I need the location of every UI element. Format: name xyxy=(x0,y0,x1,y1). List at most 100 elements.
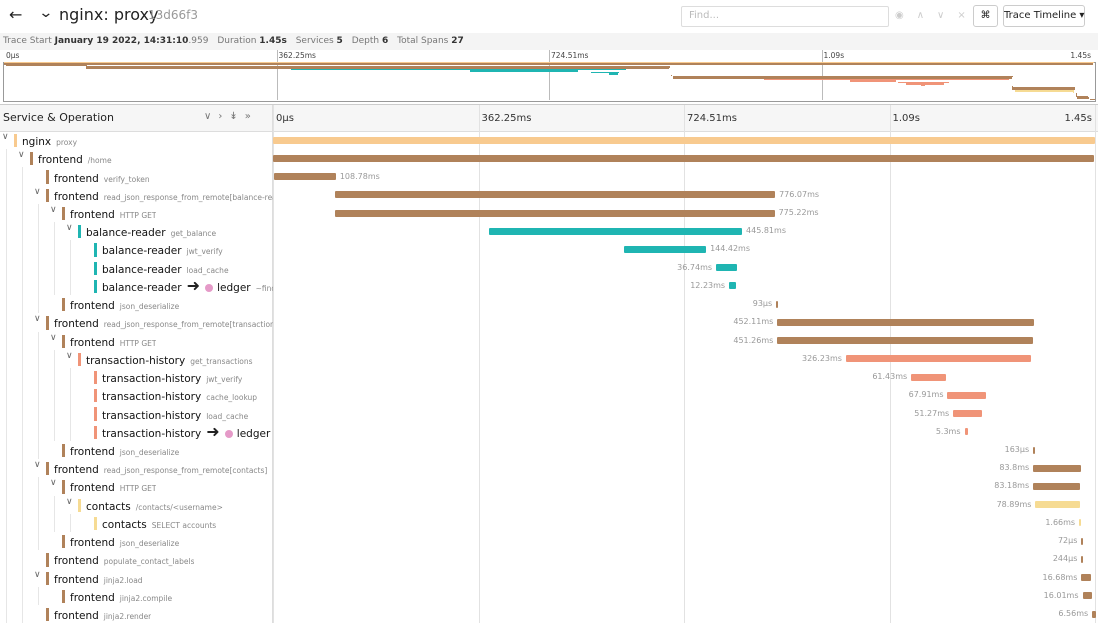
expand-toggle[interactable]: ∨ xyxy=(66,350,73,361)
span-bar[interactable] xyxy=(624,245,707,253)
tree-guide xyxy=(38,258,39,277)
span-label[interactable]: frontend populate_contact_labels xyxy=(54,552,194,569)
collapse-button[interactable]: ⌄ xyxy=(38,5,54,21)
expand-toggle[interactable]: ∨ xyxy=(18,150,25,161)
span-bar[interactable] xyxy=(274,173,336,181)
span-label[interactable]: balance-reader ➜ ledger ~find_balance xyxy=(102,279,273,296)
tree-guide xyxy=(38,513,39,533)
span-label[interactable]: frontend json_deserialize xyxy=(70,534,179,551)
info-value: 27 xyxy=(451,36,464,46)
service-color xyxy=(46,553,49,567)
minimap-span xyxy=(850,80,897,82)
minimap-tick-label: 724.51ms xyxy=(551,51,589,60)
service-name: frontend xyxy=(54,464,99,477)
span-bar[interactable] xyxy=(716,264,737,272)
tree-guide xyxy=(6,240,7,259)
expand-toggle[interactable]: ∨ xyxy=(66,223,73,234)
span-bar[interactable] xyxy=(1081,555,1083,563)
span-label[interactable]: contacts/contacts/<username> xyxy=(86,498,223,515)
operation-name: load_cache xyxy=(206,411,249,421)
span-label[interactable]: frontend jinja2.load xyxy=(54,571,143,588)
span-bar[interactable] xyxy=(776,300,778,308)
tree-guide xyxy=(6,185,7,204)
span-bar[interactable] xyxy=(845,355,1031,363)
expand-toggle[interactable]: ∨ xyxy=(34,569,41,580)
span-label[interactable]: frontend HTTP GET xyxy=(70,479,156,496)
span-bar[interactable] xyxy=(1033,446,1035,454)
tree-guide xyxy=(6,331,7,350)
info-value: January 19 2022, 14:31:10 xyxy=(54,36,189,46)
span-label[interactable]: contacts SELECT accounts xyxy=(102,516,216,533)
trace-id: 13d66f3 xyxy=(148,8,199,22)
span-bar[interactable] xyxy=(1081,537,1083,545)
span-label[interactable]: frontend jinja2.render xyxy=(54,607,151,623)
span-label[interactable]: frontend/home xyxy=(38,151,112,168)
span-bar[interactable] xyxy=(729,282,737,290)
span-label[interactable]: balance-reader load_cache xyxy=(102,261,229,278)
span-bar[interactable] xyxy=(947,391,986,399)
expand-toggle[interactable]: ∨ xyxy=(2,132,9,143)
span-bar[interactable] xyxy=(777,337,1034,345)
minimap[interactable]: 0μs 362.25ms 724.51ms 1.09s 1.45s xyxy=(0,50,1098,105)
find-input[interactable]: Find... xyxy=(681,6,889,27)
tree-guide xyxy=(6,167,7,186)
span-label[interactable]: frontend read_json_response_from_remote[b… xyxy=(54,188,273,205)
tree-guide xyxy=(6,495,7,514)
span-label[interactable]: transaction-history get_transactions xyxy=(86,352,253,369)
duration-label: 83.8ms xyxy=(999,463,1030,473)
span-label[interactable]: frontend read_json_response_from_remote[t… xyxy=(54,315,273,332)
span-label[interactable]: transaction-history jwt_verify xyxy=(102,370,242,387)
back-button[interactable]: ← xyxy=(9,5,23,24)
view-dropdown[interactable]: Trace Timeline ▾ xyxy=(1003,5,1085,27)
span-bar[interactable] xyxy=(1081,574,1091,582)
minimap-span xyxy=(1015,90,1075,92)
span-bar[interactable] xyxy=(273,136,1095,144)
duration-label: 6.56ms xyxy=(1058,609,1089,619)
expand-controls[interactable]: ∨›↡» xyxy=(204,111,258,122)
expand-toggle[interactable]: ∨ xyxy=(50,478,57,489)
span-bar[interactable] xyxy=(964,428,968,436)
span-label[interactable]: frontend HTTP GET xyxy=(70,206,156,223)
span-bar[interactable] xyxy=(1082,592,1092,600)
span-bar[interactable] xyxy=(1079,519,1081,527)
span-label[interactable]: frontend HTTP GET xyxy=(70,334,156,351)
shortcut-button[interactable]: ⌘ xyxy=(973,5,998,27)
expand-toggle[interactable]: ∨ xyxy=(34,186,41,197)
span-bar[interactable] xyxy=(953,410,983,418)
span-label[interactable]: nginx proxy xyxy=(22,133,77,150)
span-bar[interactable] xyxy=(1033,464,1081,472)
service-name: frontend xyxy=(70,446,115,459)
span-label[interactable]: frontend jinja2.compile xyxy=(70,589,172,606)
span-label[interactable]: balance-reader jwt_verify xyxy=(102,242,223,259)
span-bar[interactable] xyxy=(1092,610,1096,618)
span-bar[interactable] xyxy=(777,318,1034,326)
span-label[interactable]: transaction-history cache_lookup xyxy=(102,388,257,405)
span-label[interactable]: frontend json_deserialize xyxy=(70,443,179,460)
minimap-span xyxy=(5,64,88,67)
span-label[interactable]: frontend json_deserialize xyxy=(70,297,179,314)
span-label[interactable]: transaction-history load_cache xyxy=(102,407,248,424)
span-bar[interactable] xyxy=(1033,482,1081,490)
span-bar[interactable] xyxy=(1035,501,1081,509)
grid-line xyxy=(1095,105,1096,623)
expand-toggle[interactable]: ∨ xyxy=(34,460,41,471)
tree-guide xyxy=(54,495,55,514)
operation-name: jinja2.compile xyxy=(119,593,173,603)
span-label[interactable]: frontend read_json_response_from_remote[c… xyxy=(54,461,267,478)
span-label[interactable]: balance-reader get_balance xyxy=(86,224,216,241)
expand-toggle[interactable]: ∨ xyxy=(34,314,41,325)
expand-toggle[interactable]: ∨ xyxy=(50,205,57,216)
tree-guide xyxy=(70,367,71,387)
span-bar[interactable] xyxy=(489,227,743,235)
expand-toggle[interactable]: ∨ xyxy=(66,496,73,507)
span-bar[interactable] xyxy=(334,191,776,199)
span-label[interactable]: transaction-history ➜ ledger~find_fo... xyxy=(102,425,273,442)
span-bar[interactable] xyxy=(273,154,1095,162)
span-bar[interactable] xyxy=(334,209,775,217)
duration-label: 16.01ms xyxy=(1043,590,1079,600)
service-color xyxy=(94,516,97,531)
span-label[interactable]: frontend verify_token xyxy=(54,170,150,187)
span-bar[interactable] xyxy=(911,373,947,381)
operation-name: /contacts/<username> xyxy=(135,502,223,512)
expand-toggle[interactable]: ∨ xyxy=(50,332,57,343)
